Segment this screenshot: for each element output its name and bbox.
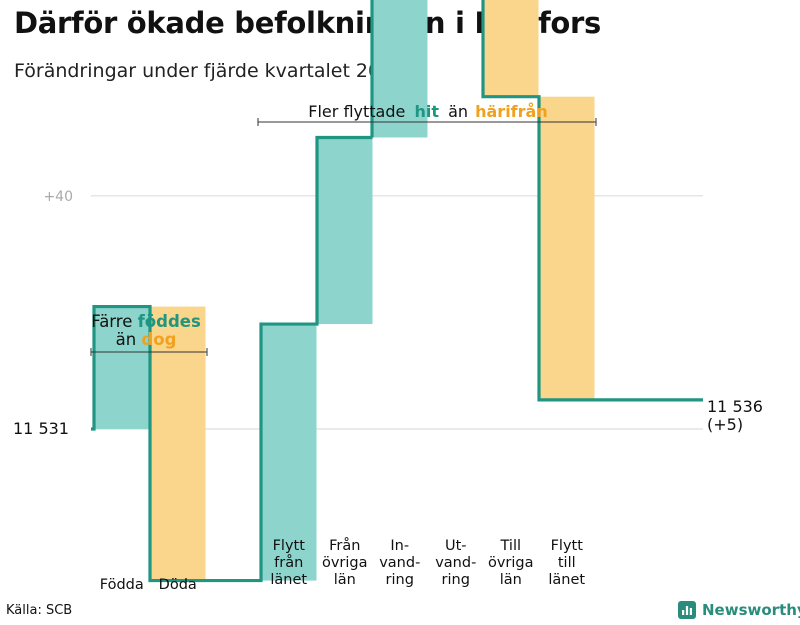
- bar-födda: [94, 306, 150, 429]
- category-label: länet: [548, 572, 585, 588]
- start-value-label: 11 531: [13, 419, 69, 438]
- bar-flyttfrånlänet: [261, 324, 317, 581]
- category-label: Ut-: [445, 538, 467, 554]
- category-label: övriga: [322, 555, 368, 571]
- category-label: vand-: [379, 555, 420, 571]
- end-value-label: 11 536: [707, 397, 763, 416]
- category-label: län: [334, 572, 356, 588]
- category-label: ring: [386, 572, 414, 588]
- category-label: Födda: [100, 577, 144, 593]
- annotation-births-line2: än dog: [116, 330, 177, 349]
- category-label: län: [500, 572, 522, 588]
- category-label: In-: [390, 538, 409, 554]
- annotation-births-bracket: [90, 348, 208, 356]
- category-label: till: [558, 555, 576, 571]
- source-note: Källa: SCB: [6, 603, 73, 618]
- y-tick-label: +40: [43, 189, 73, 205]
- newsworthy-logo-icon: [678, 601, 696, 619]
- brand-logo[interactable]: Newsworthy: [678, 601, 800, 619]
- bar-flytttilllänet: [539, 96, 595, 400]
- category-label: Till: [500, 538, 522, 554]
- category-label: Flytt: [551, 538, 584, 554]
- page-subtitle: Förändringar under fjärde kvartalet 2023: [14, 60, 405, 82]
- category-label: Flytt: [273, 538, 306, 554]
- waterfall-chart: +80+40 FöddaDödaFlyttfrånlänetFrånövriga…: [13, 0, 763, 593]
- category-label: Från: [329, 537, 360, 554]
- annotation-moves: Fler flyttade hit än härifrån: [308, 102, 547, 121]
- category-label: ring: [442, 572, 470, 588]
- category-label: vand-: [435, 555, 476, 571]
- bar-invandring: [372, 0, 428, 138]
- bar-frånövrigalän: [317, 137, 373, 325]
- category-label: Döda: [159, 577, 197, 593]
- brand-name: Newsworthy: [702, 601, 800, 619]
- end-change-label: (+5): [707, 415, 743, 434]
- annotation-moves-bracket: [257, 118, 597, 126]
- bar-tillövrigalän: [483, 0, 539, 97]
- category-label: övriga: [488, 555, 534, 571]
- category-label: från: [274, 554, 303, 571]
- annotation-births-line1: Färre föddes: [91, 312, 201, 331]
- category-label: länet: [270, 572, 307, 588]
